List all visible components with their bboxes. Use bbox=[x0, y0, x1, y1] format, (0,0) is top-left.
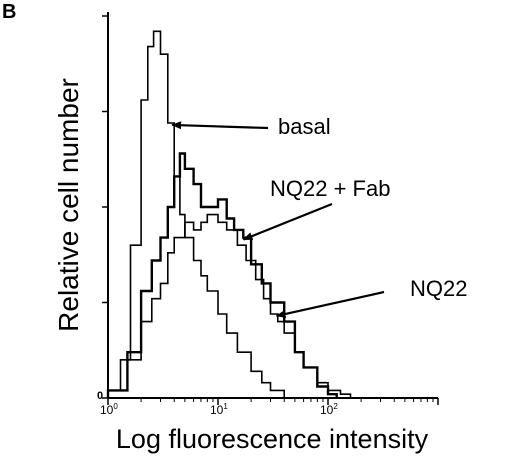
annotation-arrow-basal bbox=[171, 121, 269, 130]
annotation-arrow-nq22-fab bbox=[242, 202, 333, 241]
y-axis-title: Relative cell number bbox=[53, 78, 84, 332]
x-axis-ticks bbox=[107, 398, 439, 405]
annotation-arrow-nq22 bbox=[275, 290, 385, 318]
y-zero-label: 0 bbox=[97, 390, 103, 402]
series-basal-line bbox=[107, 30, 285, 398]
panel-letter: B bbox=[2, 1, 16, 23]
x-tick-label: 101 bbox=[210, 402, 228, 417]
x-tick-label: 100 bbox=[100, 402, 118, 417]
annotations: basal NQ22 + Fab NQ22 bbox=[171, 114, 467, 318]
histogram-series bbox=[106, 30, 352, 398]
x-tick-exponent: 0 bbox=[113, 402, 118, 411]
annotation-nq22-fab: NQ22 + Fab bbox=[270, 176, 390, 201]
x-tick-labels: 100 101 102 bbox=[100, 402, 338, 417]
y-axis-ticks bbox=[102, 15, 108, 399]
x-axis-title: Log fluorescence intensity bbox=[116, 424, 429, 454]
annotation-basal: basal bbox=[278, 114, 331, 139]
x-tick-exponent: 2 bbox=[333, 402, 338, 411]
x-tick-label: 102 bbox=[320, 402, 338, 417]
plot-frame bbox=[107, 12, 438, 399]
annotation-nq22: NQ22 bbox=[410, 276, 467, 301]
x-tick-exponent: 1 bbox=[223, 402, 228, 411]
series-nq22-line bbox=[107, 213, 352, 398]
